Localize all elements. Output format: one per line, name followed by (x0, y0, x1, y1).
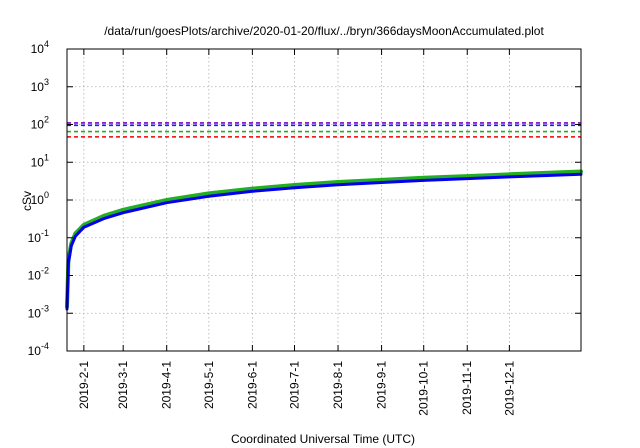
x-tick-label: 2019-12-1 (502, 361, 516, 416)
y-tick-label: 10-3 (28, 303, 49, 320)
ticks: 10-4 10-3 10-2 10-1 100 101 102 103 104 2019-2-1 2… (28, 39, 581, 416)
y-tick-label: 102 (31, 115, 49, 132)
x-tick-label: 2019-11-1 (460, 361, 474, 415)
limit-lines (67, 122, 581, 138)
series-line (65, 169, 583, 309)
y-tick-label: 101 (31, 152, 49, 169)
y-tick-label: 100 (31, 190, 49, 207)
y-tick-label: 10-1 (28, 228, 49, 245)
x-tick-label: 2019-7-1 (288, 361, 302, 409)
x-tick-label: 2019-10-1 (417, 361, 431, 416)
x-tick-label: 2019-8-1 (331, 361, 345, 409)
chart-title: /data/run/goesPlots/archive/2020-01-20/f… (104, 24, 544, 38)
series-lines (65, 169, 583, 311)
x-tick-label: 2019-6-1 (245, 361, 259, 409)
series-line (65, 172, 583, 311)
x-tick-label: 2019-3-1 (116, 361, 130, 409)
x-tick-label: 2019-5-1 (202, 361, 216, 409)
y-tick-label: 10-2 (28, 266, 49, 283)
grid (67, 49, 581, 351)
x-tick-label: 2019-2-1 (77, 361, 91, 409)
y-tick-label: 10-4 (28, 341, 49, 358)
x-tick-label: 2019-4-1 (160, 361, 174, 409)
x-axis-label: Coordinated Universal Time (UTC) (231, 432, 415, 446)
y-axis-label: cSv (20, 191, 34, 211)
y-tick-label: 104 (31, 39, 49, 56)
y-tick-label: 103 (31, 77, 49, 94)
x-tick-label: 2019-9-1 (375, 361, 389, 409)
